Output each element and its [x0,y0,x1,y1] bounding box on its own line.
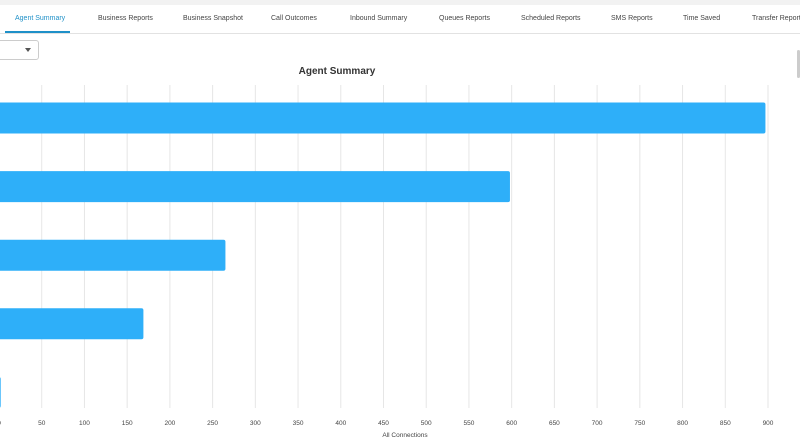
tab-scheduled-reports[interactable]: Scheduled Reports [521,15,581,22]
tab-business-reports[interactable]: Business Reports [98,15,153,22]
tab-inbound-summary[interactable]: Inbound Summary [350,15,408,22]
top-strip [0,0,800,5]
x-tick-label: 650 [549,420,560,427]
bar[interactable] [0,308,144,340]
tab-sms-reports[interactable]: SMS Reports [611,15,653,22]
x-tick-label: 800 [677,420,688,427]
active-tab-indicator [5,31,70,33]
x-tick-label: 400 [335,420,346,427]
x-axis-label: All Connections [382,432,428,439]
chevron-down-icon [25,48,31,52]
bar[interactable] [0,102,766,134]
x-tick-label: 50 [38,420,46,427]
agent-select-dropdown[interactable] [0,40,39,60]
tab-transfer-reports[interactable]: Transfer Reports [752,15,800,22]
bar[interactable] [0,377,1,408]
x-tick-label: 200 [164,420,175,427]
x-tick-label: 500 [421,420,432,427]
chart-title: Agent Summary [299,66,376,77]
x-tick-label: 150 [122,420,133,427]
tab-call-outcomes[interactable]: Call Outcomes [271,15,317,22]
tab-time-saved[interactable]: Time Saved [683,15,721,22]
x-tick-label: 850 [720,420,731,427]
x-tick-label: 900 [763,420,774,427]
x-tick-label: 700 [592,420,603,427]
x-tick-label: 600 [506,420,517,427]
tab-business-snapshot[interactable]: Business Snapshot [183,15,243,22]
x-tick-label: 750 [634,420,645,427]
bar[interactable] [0,239,226,271]
x-tick-label: 250 [207,420,218,427]
x-tick-label: 450 [378,420,389,427]
x-axis-ticks: 0 50 100 150 200 250 300 350 400 450 500 550 600 650 7… [0,420,774,427]
x-tick-label: 0 [0,420,1,427]
x-tick-label: 550 [464,420,475,427]
x-tick-label: 350 [293,420,304,427]
tab-agent-summary[interactable]: Agent Summary [15,15,66,22]
x-tick-label: 300 [250,420,261,427]
scrollbar-thumb[interactable] [797,50,800,78]
report-tabs: Agent Summary Business Reports Business … [0,5,800,34]
tab-queues-reports[interactable]: Queues Reports [439,15,490,22]
chart-bars [0,102,766,408]
x-tick-label: 100 [79,420,90,427]
bar[interactable] [0,171,510,203]
